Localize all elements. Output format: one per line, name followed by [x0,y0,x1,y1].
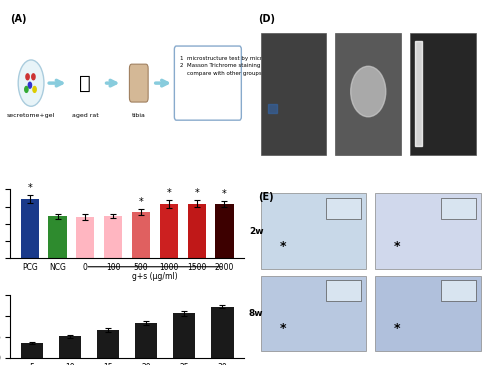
Text: *: * [280,240,286,253]
Circle shape [28,82,32,88]
Bar [96,330,120,358]
FancyBboxPatch shape [376,193,480,269]
Circle shape [33,87,36,92]
Text: *: * [394,240,400,253]
FancyBboxPatch shape [441,198,476,219]
Text: (E): (E) [258,192,274,203]
Bar [76,217,94,258]
Bar [415,41,422,146]
Circle shape [32,74,35,80]
Bar [216,204,234,258]
Bar [104,216,122,258]
Text: *: * [222,189,227,199]
FancyBboxPatch shape [174,46,242,120]
FancyBboxPatch shape [376,276,480,351]
Text: *: * [194,188,199,198]
Bar [20,343,44,358]
Text: *: * [28,183,32,193]
Bar [20,199,38,258]
FancyBboxPatch shape [326,198,361,219]
Bar [268,104,277,112]
Bar [160,204,178,258]
Ellipse shape [350,66,386,117]
Text: g+s (μg/ml): g+s (μg/ml) [132,272,178,281]
FancyBboxPatch shape [260,276,366,351]
Text: 🐀: 🐀 [79,74,91,93]
Text: *: * [394,322,400,335]
Bar [58,336,82,358]
Bar [188,204,206,258]
Text: *: * [280,322,286,335]
FancyBboxPatch shape [410,32,476,155]
Text: (D): (D) [258,14,275,24]
Text: secretome+gel: secretome+gel [7,112,55,118]
Text: *: * [138,197,143,207]
Circle shape [18,60,44,106]
FancyBboxPatch shape [441,280,476,301]
Text: *: * [166,188,171,198]
FancyBboxPatch shape [326,280,361,301]
Bar [134,323,158,358]
FancyBboxPatch shape [260,193,366,269]
Text: 2w: 2w [249,227,264,236]
Text: 8w: 8w [249,309,264,318]
FancyBboxPatch shape [260,32,326,155]
Bar [132,212,150,258]
Text: tibia: tibia [132,112,145,118]
Text: aged rat: aged rat [72,112,99,118]
Circle shape [25,87,28,92]
Text: (A): (A) [10,14,26,24]
Circle shape [26,74,29,80]
Bar [210,307,234,358]
FancyBboxPatch shape [336,32,401,155]
Bar [172,313,196,358]
Bar [48,216,66,258]
Text: 1  microstructure test by micro-CT
2  Masson Trichrome staining
    compare with: 1 microstructure test by micro-CT 2 Mass… [180,56,274,76]
FancyBboxPatch shape [130,64,148,102]
